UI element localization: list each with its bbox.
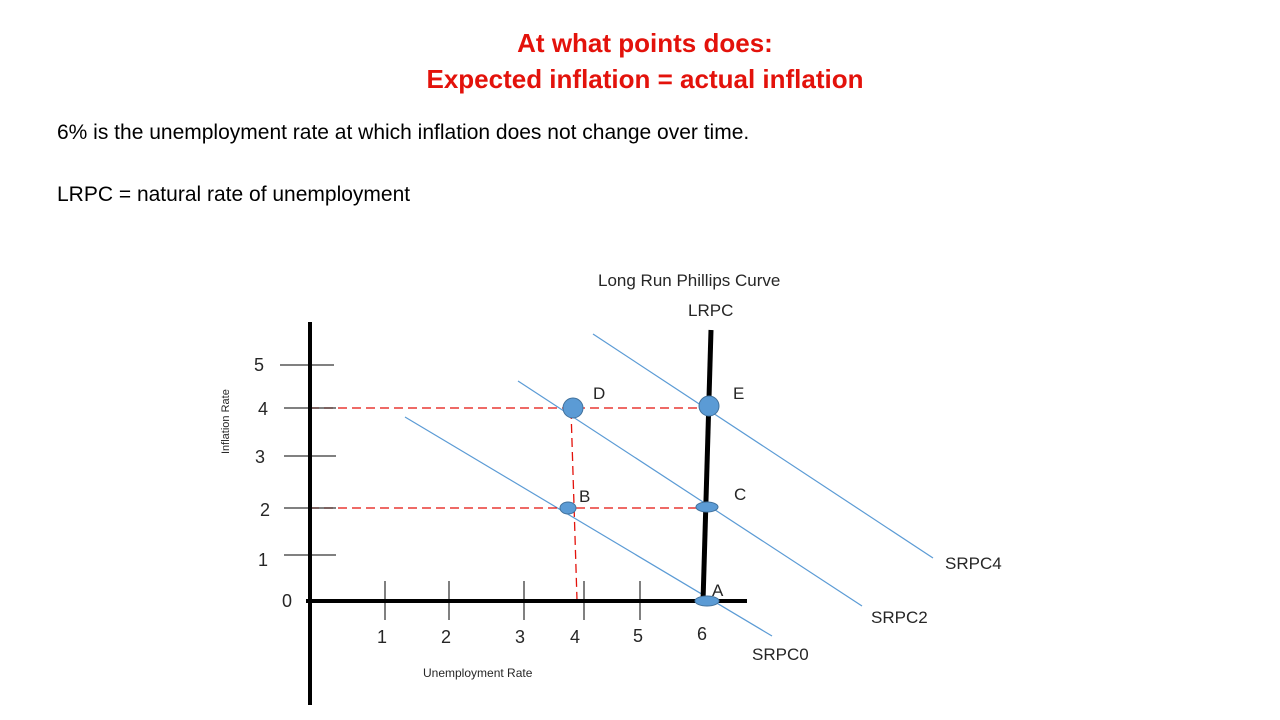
point-label-a: A bbox=[712, 581, 724, 600]
point-label-e: E bbox=[733, 384, 744, 403]
point-e-marker bbox=[698, 395, 720, 417]
srpc0-label: SRPC0 bbox=[752, 645, 809, 664]
lrpc-title: Long Run Phillips Curve bbox=[598, 271, 780, 290]
origin-label: 0 bbox=[282, 591, 292, 611]
page-title: At what points does: bbox=[517, 28, 773, 58]
lrpc-label: LRPC bbox=[688, 301, 733, 320]
y-tick-label-2: 2 bbox=[260, 500, 270, 520]
x-tick-label-1: 1 bbox=[377, 627, 387, 647]
x-axis-label: Unemployment Rate bbox=[423, 666, 533, 680]
x-tick-label-6: 6 bbox=[697, 624, 707, 644]
srpc4-curve bbox=[592, 333, 934, 559]
srpc2-label: SRPC2 bbox=[871, 608, 928, 627]
x-tick-label-5: 5 bbox=[633, 626, 643, 646]
statement-text: 6% is the unemployment rate at which inf… bbox=[57, 121, 750, 144]
srpc4-label: SRPC4 bbox=[945, 554, 1002, 573]
point-c-marker bbox=[695, 501, 719, 513]
point-b-marker bbox=[559, 501, 577, 515]
lrpc-line bbox=[700, 329, 714, 603]
point-label-b: B bbox=[579, 487, 590, 506]
srpc2-curve bbox=[517, 380, 863, 607]
y-tick-label-5: 5 bbox=[254, 355, 264, 375]
x-tick-label-3: 3 bbox=[515, 627, 525, 647]
x-tick-label-2: 2 bbox=[441, 627, 451, 647]
y-tick-label-3: 3 bbox=[255, 447, 265, 467]
x-tick-label-4: 4 bbox=[570, 627, 580, 647]
page-subtitle: Expected inflation = actual inflation bbox=[426, 64, 864, 94]
definition-text: LRPC = natural rate of unemployment bbox=[57, 183, 411, 206]
point-label-c: C bbox=[734, 485, 746, 504]
y-tick-label-1: 1 bbox=[258, 550, 268, 570]
point-label-d: D bbox=[593, 384, 605, 403]
point-a-marker bbox=[694, 595, 720, 607]
y-tick-label-4: 4 bbox=[258, 399, 268, 419]
y-axis-label: Inflation Rate bbox=[220, 389, 232, 454]
guide-line-unemployment-4 bbox=[570, 409, 578, 601]
point-d-marker bbox=[562, 397, 584, 419]
